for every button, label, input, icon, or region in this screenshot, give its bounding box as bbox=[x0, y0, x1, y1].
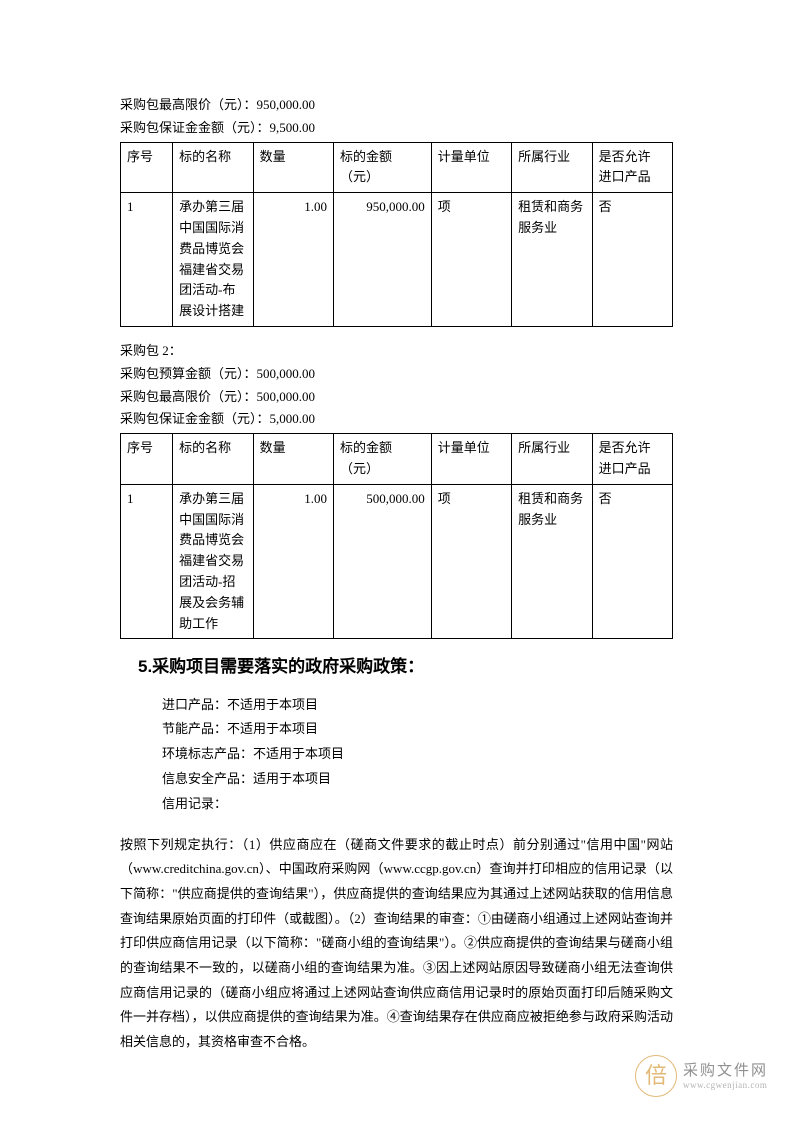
th-name: 标的名称 bbox=[173, 434, 253, 485]
section5-title: 5.采购项目需要落实的政府采购政策： bbox=[138, 653, 673, 680]
watermark-url: www.cgwenjian.com bbox=[683, 1080, 768, 1091]
credit-rules-paragraph: 按照下列规定执行：（1）供应商应在（磋商文件要求的截止时点）前分别通过"信用中国… bbox=[120, 833, 673, 1055]
policy-credit: 信用记录： bbox=[162, 794, 673, 815]
cell-name: 承办第三届中国国际消费品博览会福建省交易团活动-招展及会务辅助工作 bbox=[173, 484, 253, 639]
th-import-l2: 进口产品 bbox=[599, 169, 651, 184]
th-seq: 序号 bbox=[121, 434, 173, 485]
pkg2-max-price: 采购包最高限价（元）：500,000.00 bbox=[120, 387, 673, 408]
th-amount-l1: 标的金额 bbox=[340, 440, 392, 455]
watermark: 倍 采购文件网 www.cgwenjian.com bbox=[635, 1055, 768, 1097]
cell-seq: 1 bbox=[121, 193, 173, 327]
pkg1-max-price: 采购包最高限价（元）：950,000.00 bbox=[120, 95, 673, 116]
cell-amount: 950,000.00 bbox=[333, 193, 431, 327]
watermark-cn: 采购文件网 bbox=[683, 1062, 768, 1080]
cell-qty: 1.00 bbox=[253, 484, 333, 639]
policy-energy: 节能产品：不适用于本项目 bbox=[162, 719, 673, 740]
th-import-l1: 是否允许 bbox=[599, 440, 651, 455]
cell-unit: 项 bbox=[431, 484, 511, 639]
policy-import: 进口产品：不适用于本项目 bbox=[162, 695, 673, 716]
th-unit: 计量单位 bbox=[431, 434, 511, 485]
table-package2: 序号 标的名称 数量 标的金额 （元） 计量单位 所属行业 是否允许 进口产品 … bbox=[120, 433, 673, 639]
cell-amount: 500,000.00 bbox=[333, 484, 431, 639]
th-import: 是否允许 进口产品 bbox=[592, 142, 672, 193]
pkg1-deposit: 采购包保证金金额（元）：9,500.00 bbox=[120, 118, 673, 139]
cell-import: 否 bbox=[592, 484, 672, 639]
th-amount: 标的金额 （元） bbox=[333, 142, 431, 193]
table-package1: 序号 标的名称 数量 标的金额 （元） 计量单位 所属行业 是否允许 进口产品 … bbox=[120, 142, 673, 327]
th-amount-l2: （元） bbox=[340, 461, 379, 476]
cell-unit: 项 bbox=[431, 193, 511, 327]
cell-industry: 租赁和商务服务业 bbox=[512, 193, 592, 327]
table-row: 1 承办第三届中国国际消费品博览会福建省交易团活动-招展及会务辅助工作 1.00… bbox=[121, 484, 673, 639]
th-amount: 标的金额 （元） bbox=[333, 434, 431, 485]
pkg2-title: 采购包 2： bbox=[120, 341, 673, 362]
watermark-text: 采购文件网 www.cgwenjian.com bbox=[683, 1062, 768, 1091]
policy-security: 信息安全产品：适用于本项目 bbox=[162, 769, 673, 790]
th-import: 是否允许 进口产品 bbox=[592, 434, 672, 485]
cell-name: 承办第三届中国国际消费品博览会福建省交易团活动-布展设计搭建 bbox=[173, 193, 253, 327]
th-amount-l1: 标的金额 bbox=[340, 149, 392, 164]
th-industry: 所属行业 bbox=[512, 434, 592, 485]
cell-seq: 1 bbox=[121, 484, 173, 639]
watermark-logo-icon: 倍 bbox=[635, 1055, 677, 1097]
policy-block: 进口产品：不适用于本项目 节能产品：不适用于本项目 环境标志产品：不适用于本项目… bbox=[162, 695, 673, 815]
cell-industry: 租赁和商务服务业 bbox=[512, 484, 592, 639]
th-import-l2: 进口产品 bbox=[599, 461, 651, 476]
cell-import: 否 bbox=[592, 193, 672, 327]
cell-qty: 1.00 bbox=[253, 193, 333, 327]
th-amount-l2: （元） bbox=[340, 169, 379, 184]
policy-env: 环境标志产品：不适用于本项目 bbox=[162, 744, 673, 765]
th-name: 标的名称 bbox=[173, 142, 253, 193]
table-header-row: 序号 标的名称 数量 标的金额 （元） 计量单位 所属行业 是否允许 进口产品 bbox=[121, 142, 673, 193]
th-qty: 数量 bbox=[253, 142, 333, 193]
th-seq: 序号 bbox=[121, 142, 173, 193]
table-row: 1 承办第三届中国国际消费品博览会福建省交易团活动-布展设计搭建 1.00 95… bbox=[121, 193, 673, 327]
th-import-l1: 是否允许 bbox=[599, 149, 651, 164]
th-industry: 所属行业 bbox=[512, 142, 592, 193]
pkg2-deposit: 采购包保证金金额（元）：5,000.00 bbox=[120, 409, 673, 430]
table-header-row: 序号 标的名称 数量 标的金额 （元） 计量单位 所属行业 是否允许 进口产品 bbox=[121, 434, 673, 485]
th-unit: 计量单位 bbox=[431, 142, 511, 193]
pkg2-budget: 采购包预算金额（元）：500,000.00 bbox=[120, 364, 673, 385]
th-qty: 数量 bbox=[253, 434, 333, 485]
